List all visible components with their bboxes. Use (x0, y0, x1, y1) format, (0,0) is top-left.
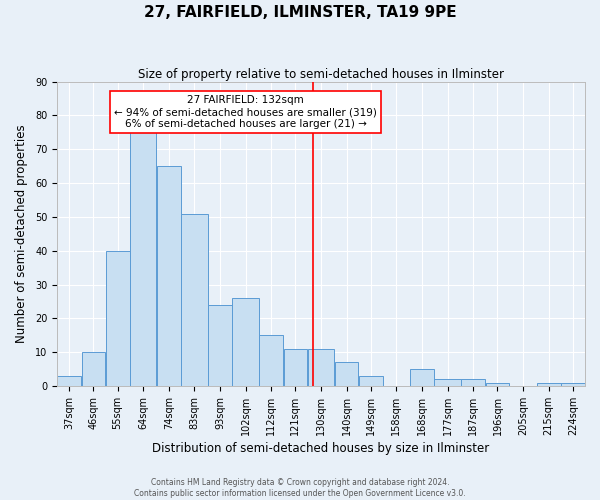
Bar (561, 382, 585, 386)
Bar (130, 132, 157, 386)
Bar (485, 382, 509, 386)
Bar (284, 349, 307, 386)
Bar (82, 352, 105, 386)
Bar (259, 335, 283, 386)
Text: 27 FAIRFIELD: 132sqm
← 94% of semi-detached houses are smaller (319)
6% of semi-: 27 FAIRFIELD: 132sqm ← 94% of semi-detac… (114, 96, 377, 128)
Bar (410, 369, 434, 386)
Bar (461, 379, 485, 386)
Bar (537, 382, 560, 386)
Bar (359, 376, 383, 386)
Bar (208, 305, 232, 386)
Bar (181, 214, 208, 386)
X-axis label: Distribution of semi-detached houses by size in Ilminster: Distribution of semi-detached houses by … (152, 442, 490, 455)
Bar (335, 362, 358, 386)
Bar (57, 376, 81, 386)
Bar (106, 250, 130, 386)
Y-axis label: Number of semi-detached properties: Number of semi-detached properties (15, 124, 28, 343)
Text: 27, FAIRFIELD, ILMINSTER, TA19 9PE: 27, FAIRFIELD, ILMINSTER, TA19 9PE (143, 5, 457, 20)
Bar (232, 298, 259, 386)
Bar (157, 166, 181, 386)
Bar (308, 349, 334, 386)
Bar (434, 379, 461, 386)
Title: Size of property relative to semi-detached houses in Ilminster: Size of property relative to semi-detach… (138, 68, 504, 80)
Text: Contains HM Land Registry data © Crown copyright and database right 2024.
Contai: Contains HM Land Registry data © Crown c… (134, 478, 466, 498)
